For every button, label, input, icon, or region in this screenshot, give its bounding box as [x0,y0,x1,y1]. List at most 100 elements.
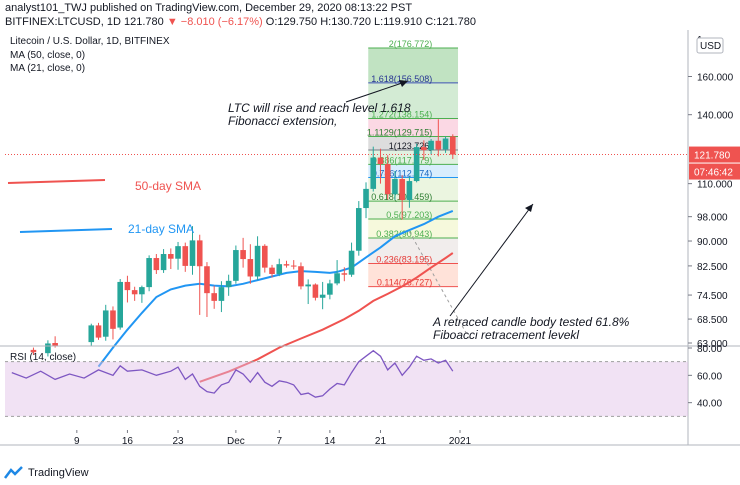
candle-body [52,343,58,347]
candle-body [225,280,232,288]
candle-body [88,325,95,343]
candle-body [233,250,239,281]
tradingview-logo-icon [4,466,23,479]
candle [262,244,268,273]
fib-zone [368,150,459,165]
publish-info: analyst101_TWJ published on TradingView.… [5,2,413,14]
price-chart[interactable]: 2(176.772) 1.618(156.508) 1.272(138.154) 1.… [0,30,740,465]
candle-body [139,287,145,295]
fib-level-label: 0.5(97.203) [386,210,432,220]
ma50-legend-label: 50-day SMA [135,179,201,193]
ticker-label: BITFINEX:LTCUSD, 1D [5,16,121,28]
candle [334,260,340,286]
candle [146,255,152,292]
annotation-text: Fiboacci retracement levekl [433,328,579,342]
candle-body [117,281,123,328]
candle [139,285,145,303]
annotation-arrowhead [399,80,408,87]
candle-body [406,181,413,200]
candle-body [341,273,348,275]
candle [305,279,311,305]
candle [160,249,167,273]
fib-trend-line [408,231,470,339]
footer-brand: TradingView [28,467,89,479]
candle-body [189,240,196,266]
fib-level-label: 0.382(90.943) [376,229,432,239]
candle-body [153,258,160,271]
indicator-legend: MA (50, close, 0) [10,50,85,61]
candle [117,279,123,330]
candle [196,234,203,315]
candle [153,254,160,274]
candle-body [240,250,246,260]
fib-zone [368,201,459,220]
candle [312,283,319,301]
candle [211,285,217,309]
candle-body [182,246,189,266]
candle [175,241,181,270]
candle [319,281,326,310]
rsi-tick-label: 60.00 [697,371,722,382]
price-tick-label: 68.500 [697,315,728,326]
currency-button-box [696,37,724,54]
candle-body [146,258,152,288]
candle-body [384,164,391,195]
candle-body [319,294,326,298]
currency-button-label: USD [700,41,721,52]
annotation-arrow [345,80,409,103]
candle [276,258,283,277]
rsi-tick-label: 40.00 [697,399,722,410]
candle [283,260,290,268]
fib-level-label: 0.236(83.195) [376,254,432,264]
candle-body [247,259,254,277]
candle-body [370,157,377,189]
fib-zone [368,118,459,137]
fib-level-label: 0.114(76.727) [377,278,432,288]
rsi-band [5,361,688,417]
candle-body [211,293,217,301]
candle [269,264,275,278]
fib-zone [368,82,459,119]
candle-body [435,140,442,150]
candle [428,138,434,155]
price-tick-label: 160.000 [697,73,734,84]
candle [45,340,51,357]
candle [290,260,297,270]
time-tick-label: 21 [375,436,387,447]
last-price: 121.780 [124,16,164,28]
candle [30,347,37,356]
candle-body [283,264,290,266]
candle [110,306,116,340]
countdown-label: 07:46:42 [694,168,733,179]
candle [182,242,189,272]
candle-body [449,136,456,155]
rsi-line [11,349,454,398]
time-tick-label: 2021 [449,436,472,447]
candle-body [204,266,210,294]
chart-header: analyst101_TWJ published on TradingView.… [0,0,740,30]
candle-body [196,240,203,267]
indicator-legend: MA (21, close, 0) [10,63,85,74]
fib-level-label: 1.272(138.154) [371,109,432,119]
fib-level-label: 1(123.726) [389,141,433,151]
fib-level-label: 0.886(117.679) [372,155,432,165]
annotation-arrow [449,203,534,317]
candle-body [95,325,102,338]
candle-body [218,287,225,301]
currency-button[interactable]: USD [696,37,724,54]
candle [225,274,232,296]
candle-body [160,254,167,271]
ma21-legend-line [19,228,113,233]
candle-body [131,290,138,295]
candle-body [290,265,297,267]
candle [102,304,109,341]
price-change: ▼ −8.010 (−6.17%) [166,16,263,28]
candle-body [421,147,427,151]
candle-body [124,281,131,291]
candle [435,119,442,157]
candle-body [298,266,304,287]
candle-body [327,283,333,295]
time-tick-label: Dec [227,436,245,447]
candle-body [305,284,311,287]
ohlc-line: BITFINEX:LTCUSD, 1D 121.780 ▼ −8.010 (−6… [5,16,476,28]
